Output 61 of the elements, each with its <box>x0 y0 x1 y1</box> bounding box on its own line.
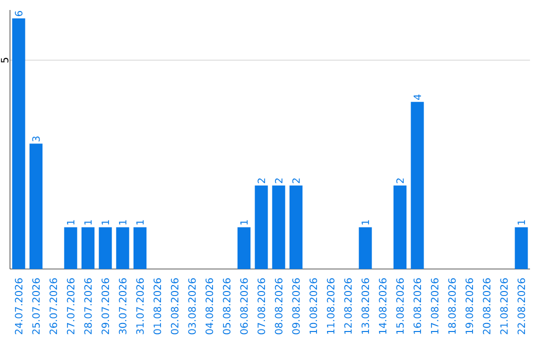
x-tick-label: 02.08.2026 <box>170 278 178 334</box>
x-tick-label: 29.07.2026 <box>102 278 110 334</box>
data-label: 2 <box>274 178 282 184</box>
data-label: 1 <box>119 220 126 225</box>
data-label: 3 <box>32 136 40 142</box>
data-label: 1 <box>136 220 144 225</box>
x-tick-label: 12.08.2026 <box>344 278 352 334</box>
data-label: 4 <box>414 94 421 100</box>
x-tick-label: 03.08.2026 <box>188 278 196 334</box>
data-label: 1 <box>362 220 369 225</box>
bar <box>410 102 424 269</box>
x-tick-label: 14.08.2026 <box>378 278 386 334</box>
bar <box>116 227 130 269</box>
x-tick-label: 18.08.2026 <box>448 278 456 334</box>
x-tick-label: 07.08.2026 <box>258 278 266 334</box>
bar <box>134 227 146 269</box>
x-tick-label: 16.08.2026 <box>414 278 422 334</box>
x-tick-label: 31.07.2026 <box>136 278 144 334</box>
x-tick-label: 08.08.2026 <box>274 278 282 334</box>
x-tick-label: 13.08.2026 <box>362 278 370 334</box>
data-label: 2 <box>258 178 266 184</box>
x-tick-label: 05.08.2026 <box>222 278 230 334</box>
x-tick-label: 15.08.2026 <box>396 278 404 334</box>
y-tick-label: 5 <box>0 58 8 63</box>
bar <box>514 227 528 269</box>
data-label: 1 <box>240 220 248 225</box>
bar <box>82 227 94 269</box>
bar <box>272 185 286 269</box>
bar <box>30 144 43 269</box>
x-tick-label: 30.07.2026 <box>118 278 126 334</box>
bar <box>12 18 26 269</box>
bar <box>64 227 78 269</box>
x-tick-label: 21.08.2026 <box>500 278 508 334</box>
x-tick-label: 04.08.2026 <box>206 278 214 334</box>
x-tick-label: 20.08.2026 <box>482 278 490 334</box>
bar <box>290 185 302 269</box>
data-label: 2 <box>292 178 300 184</box>
x-tick-label: 19.08.2026 <box>466 278 474 334</box>
data-label: 2 <box>396 178 404 184</box>
x-tick-label: 25.07.2026 <box>32 278 40 334</box>
data-label: 1 <box>102 220 109 225</box>
x-tick-label: 01.08.2026 <box>154 278 162 334</box>
x-tick-label: 24.07.2026 <box>14 278 22 334</box>
data-label: 1 <box>84 220 92 225</box>
x-tick-label: 06.08.2026 <box>240 278 248 334</box>
x-tick-label: 22.08.2026 <box>518 278 526 334</box>
x-tick-label: 11.08.2026 <box>326 278 334 334</box>
data-label: 6 <box>14 11 22 16</box>
bar <box>238 227 250 269</box>
data-label: 1 <box>67 220 74 225</box>
bar <box>98 227 112 269</box>
x-tick-label: 17.08.2026 <box>430 278 438 334</box>
x-tick-label: 09.08.2026 <box>292 278 300 334</box>
x-tick-label: 28.07.2026 <box>84 278 92 334</box>
x-tick-label: 10.08.2026 <box>310 278 318 334</box>
data-label: 1 <box>518 220 525 225</box>
bar <box>358 227 372 269</box>
bar <box>254 185 268 269</box>
bar <box>394 185 406 269</box>
x-tick-label: 27.07.2026 <box>66 278 74 334</box>
x-tick-label: 26.07.2026 <box>50 278 58 334</box>
